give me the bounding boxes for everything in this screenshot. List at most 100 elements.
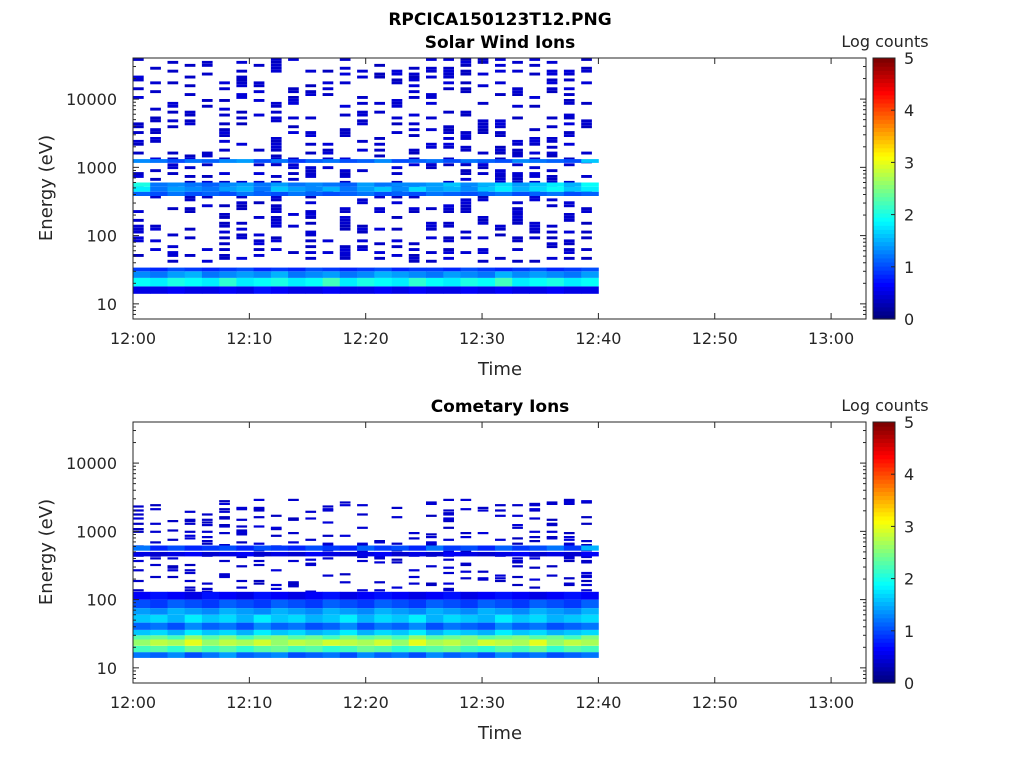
heatmap-cell: [443, 614, 461, 623]
heatmap-cell: [322, 157, 334, 161]
heatmap-cell: [184, 198, 196, 202]
heatmap-cell: [305, 191, 323, 196]
heatmap-cell: [150, 575, 161, 579]
heatmap-cell: [374, 589, 385, 592]
heatmap-cell: [512, 591, 530, 600]
heatmap-cell: [167, 652, 186, 658]
colorbar-segment: [873, 511, 895, 517]
heatmap-cell: [546, 286, 565, 294]
heatmap-cell: [581, 559, 592, 563]
heatmap-cell: [133, 186, 151, 192]
heatmap-cell: [460, 182, 479, 187]
heatmap-cell: [201, 629, 220, 636]
heatmap-cell: [201, 163, 213, 167]
heatmap-cell: [426, 259, 437, 263]
heatmap-cell: [512, 545, 530, 551]
heatmap-cell: [408, 248, 420, 251]
colorbar-segment: [873, 131, 895, 137]
heatmap-cell: [150, 227, 161, 231]
heatmap-cell: [236, 69, 248, 73]
heatmap-cell: [460, 635, 479, 640]
heatmap-cell: [426, 583, 437, 587]
heatmap-cell: [219, 645, 237, 653]
heatmap-cell: [219, 622, 237, 630]
heatmap-cell: [495, 125, 506, 129]
heatmap-cell: [426, 536, 437, 539]
heatmap-cell: [219, 614, 237, 623]
heatmap-cell: [270, 116, 282, 120]
heatmap-cell: [374, 622, 392, 630]
heatmap-cell: [167, 172, 179, 175]
heatmap-cell: [546, 565, 558, 568]
heatmap-cell: [305, 510, 317, 513]
heatmap-cell: [357, 513, 368, 516]
heatmap-cell: [357, 245, 368, 249]
heatmap-cell: [133, 182, 151, 187]
heatmap-cell: [581, 277, 599, 287]
heatmap-cell: [460, 131, 472, 134]
heatmap-cell: [270, 277, 289, 287]
heatmap-cell: [253, 542, 265, 545]
heatmap-cell: [270, 599, 289, 609]
heatmap-cell: [339, 581, 351, 584]
colorbar-segment: [873, 576, 895, 582]
heatmap-cell: [477, 532, 489, 535]
colorbar-segment: [873, 556, 895, 562]
heatmap-cell: [305, 159, 323, 163]
heatmap-cell: [236, 116, 248, 120]
heatmap-cell: [322, 186, 341, 192]
heatmap-cell: [357, 559, 368, 563]
heatmap-cell: [391, 267, 410, 272]
colorbar-segment: [873, 286, 895, 292]
heatmap-cell: [201, 204, 213, 208]
heatmap-cell: [150, 186, 168, 192]
heatmap-cell: [167, 271, 186, 278]
heatmap-cell: [357, 191, 375, 196]
heatmap-cell: [167, 125, 179, 129]
heatmap-cell: [270, 551, 289, 557]
heatmap-cell: [563, 113, 575, 117]
heatmap-cell: [546, 245, 558, 249]
heatmap-cell: [529, 230, 541, 234]
heatmap-cell: [201, 63, 213, 67]
heatmap-cell: [305, 210, 317, 213]
colorbar-tick-label: 5: [904, 49, 914, 68]
heatmap-cell: [305, 134, 317, 137]
x-tick-label: 12:40: [575, 329, 621, 348]
y-tick-label: 10: [97, 295, 117, 314]
heatmap-cell: [581, 629, 599, 636]
heatmap-cell: [322, 544, 334, 547]
colorbar-segment: [873, 523, 895, 529]
heatmap-cell: [546, 230, 558, 234]
heatmap-cell: [512, 277, 530, 287]
heatmap-cell: [219, 204, 230, 208]
heatmap-cell: [408, 537, 420, 540]
heatmap-cell: [270, 163, 282, 167]
heatmap-cell: [581, 125, 592, 129]
heatmap-cell: [374, 645, 392, 653]
heatmap-cell: [184, 191, 203, 196]
heatmap-cell: [581, 575, 592, 579]
heatmap-cell: [133, 591, 151, 600]
heatmap-cell: [236, 267, 254, 272]
heatmap-cell: [219, 139, 230, 143]
heatmap-cell: [184, 267, 203, 272]
heatmap-cell: [184, 63, 196, 67]
heatmap-cell: [477, 251, 489, 254]
heatmap-cell: [374, 137, 385, 140]
heatmap-cell: [477, 509, 489, 512]
heatmap-cell: [443, 87, 454, 91]
heatmap-cell: [305, 267, 323, 272]
heatmap-cell: [219, 516, 230, 519]
heatmap-cell: [184, 563, 196, 567]
colorbar-segment: [873, 515, 895, 521]
colorbar-segment: [873, 605, 895, 611]
heatmap-cell: [339, 128, 351, 132]
heatmap-cell: [150, 191, 168, 196]
heatmap-cell: [201, 591, 220, 600]
heatmap-cell: [184, 518, 196, 521]
heatmap-cell: [546, 599, 565, 609]
heatmap-cell: [512, 207, 523, 211]
heatmap-cell: [563, 182, 582, 187]
heatmap-cell: [305, 116, 317, 120]
